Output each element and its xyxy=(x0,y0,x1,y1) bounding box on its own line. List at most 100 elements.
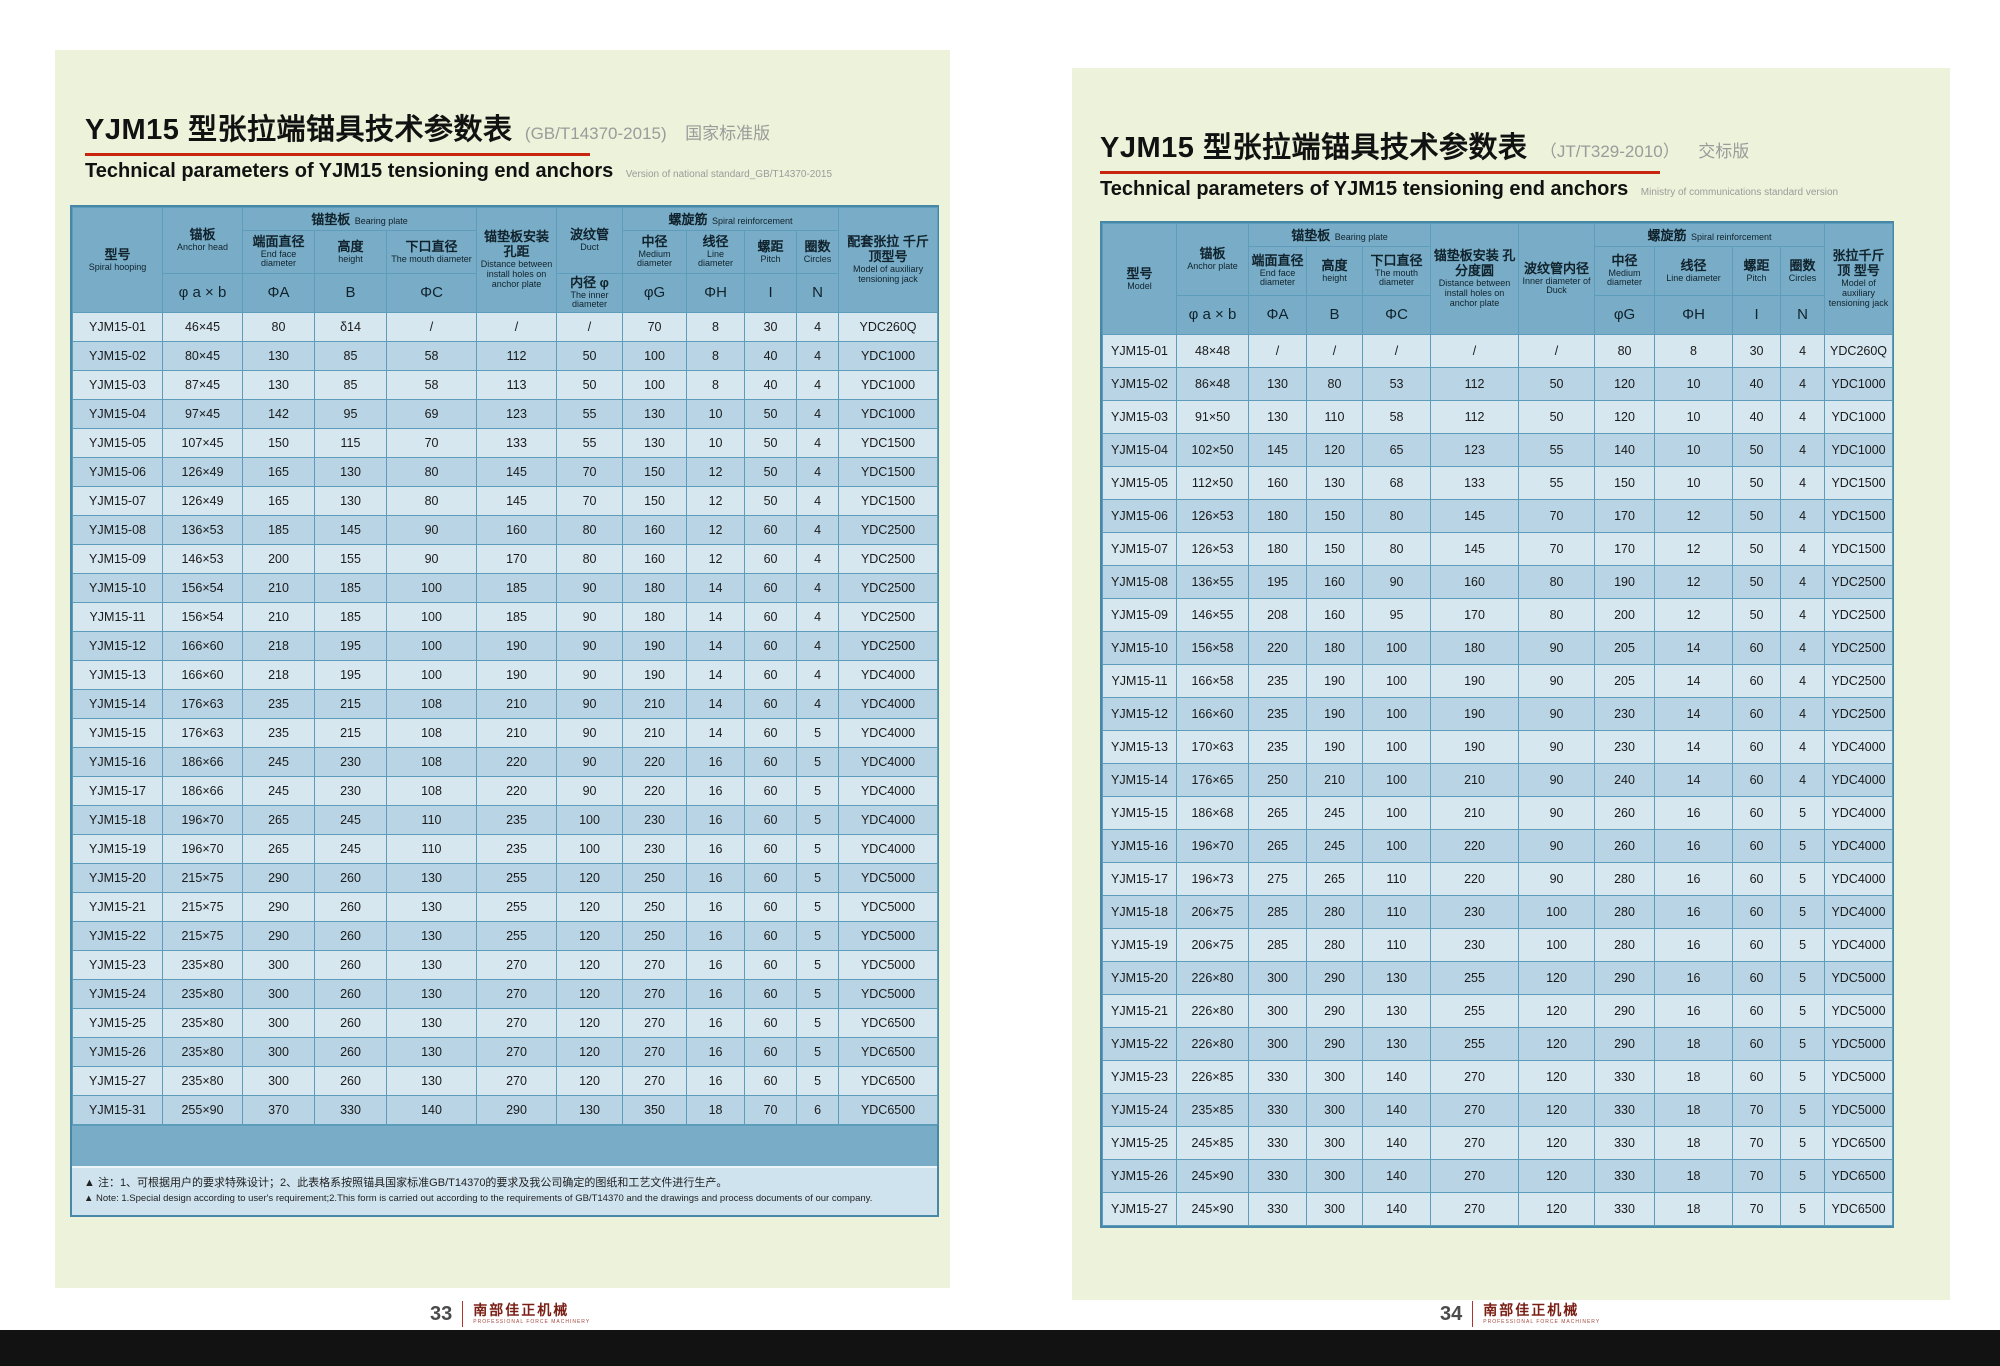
table-cell: 120 xyxy=(556,1037,624,1067)
table-cell: 4 xyxy=(1780,697,1826,731)
standard-code: (GB/T14370-2015) xyxy=(524,124,667,143)
table-cell: 210 xyxy=(476,689,558,719)
left-subtitle-line: Technical parameters of YJM15 tensioning… xyxy=(85,160,950,183)
table-cell: YJM15-19 xyxy=(72,834,163,864)
table-cell: 170 xyxy=(476,544,558,574)
table-cell: 4 xyxy=(1780,598,1826,632)
table-cell: 145 xyxy=(1248,433,1307,467)
table-cell: 50 xyxy=(744,457,798,487)
table-cell: 10 xyxy=(686,399,746,429)
table-cell: 18 xyxy=(1654,1126,1734,1160)
table-cell: 55 xyxy=(556,399,624,429)
table-cell: YJM15-23 xyxy=(1102,1060,1177,1094)
table-cell: 230 xyxy=(314,776,387,806)
table-row: YJM15-10 156×58 220 180 100 180 90 205 14 60 4 YDC2… xyxy=(1102,631,1894,665)
table-cell: YDC2500 xyxy=(838,631,939,661)
col-header-duct: 波纹管 Duct xyxy=(556,207,624,274)
symbol-medium: φG xyxy=(622,273,688,313)
col-header-install-distance: 锚垫板安装孔距 Distance between install holes o… xyxy=(476,207,558,313)
table-cell: 120 xyxy=(1518,961,1596,995)
table-cell: 120 xyxy=(556,1066,624,1096)
table-cell: 90 xyxy=(556,689,624,719)
table-row: YJM15-23 226×85 330 300 140 270 120 330 18 60 5 YDC… xyxy=(1102,1060,1894,1094)
table-cell: 16 xyxy=(1654,796,1734,830)
table-cell: 97×45 xyxy=(162,399,243,429)
table-cell: 60 xyxy=(744,747,798,777)
table-cell: 235 xyxy=(476,834,558,864)
table-cell: 206×75 xyxy=(1176,895,1249,929)
table-cell: 185 xyxy=(314,602,387,632)
table-cell: 270 xyxy=(1430,1060,1520,1094)
table-cell: 12 xyxy=(686,486,746,516)
table-cell: 70 xyxy=(385,428,478,458)
symbol-height: B xyxy=(314,273,387,313)
table-row: YJM15-04 102×50 145 120 65 123 55 140 10 50 4 YDC10… xyxy=(1102,433,1894,467)
table-cell: 53 xyxy=(1361,367,1432,401)
col-group-bearing-plate: 锚垫板 Bearing plate xyxy=(1247,223,1432,247)
table-cell: 50 xyxy=(1518,367,1596,401)
table-cell: YDC4000 xyxy=(1824,862,1894,896)
table-cell: YJM15-14 xyxy=(72,689,163,719)
table-cell: 80 xyxy=(1306,367,1363,401)
table-cell: YDC6500 xyxy=(1824,1126,1894,1160)
table-cell: 85 xyxy=(314,341,387,371)
table-cell: 290 xyxy=(476,1095,558,1125)
table-cell: 4 xyxy=(1780,499,1826,533)
table-cell: 230 xyxy=(622,805,688,835)
table-cell: 100 xyxy=(385,573,478,603)
table-cell: 170 xyxy=(1594,532,1656,566)
table-cell: 10 xyxy=(1654,367,1734,401)
table-cell: 270 xyxy=(476,1037,558,1067)
table-cell: 120 xyxy=(1518,994,1596,1028)
table-cell: 150 xyxy=(622,486,688,516)
col-header-end-face-diameter: 端面直径 End face diameter xyxy=(242,230,315,274)
table-cell: 235 xyxy=(1248,730,1307,764)
table-cell: 4 xyxy=(1780,400,1826,434)
table-row: YJM15-01 48×48// / //80 8 30 4 YDC260Q xyxy=(1102,334,1894,368)
col-group-spiral-reinforcement: 螺旋筋 Spiral reinforcement xyxy=(1594,223,1826,247)
table-cell: 4 xyxy=(796,660,840,690)
table-cell: YJM15-05 xyxy=(1102,466,1177,500)
table-cell: 108 xyxy=(385,718,478,748)
table-cell: 100 xyxy=(1361,664,1432,698)
table-cell: YDC2500 xyxy=(1824,631,1894,665)
table-cell: 130 xyxy=(242,341,315,371)
table-cell: 255 xyxy=(1430,994,1520,1028)
table-cell: YDC1500 xyxy=(1824,532,1894,566)
table-cell: 14 xyxy=(1654,664,1734,698)
table-cell: 90 xyxy=(556,660,624,690)
table-row: YJM15-22 215×75 290 260 130 255 120 250 16 60 5 YDC… xyxy=(72,921,939,951)
table-row: YJM15-15 176×63 235 215 108 210 90 210 14 60 5 YDC4… xyxy=(72,718,939,748)
table-cell: 4 xyxy=(796,341,840,371)
table-cell: 110 xyxy=(1306,400,1363,434)
table-cell: 196×70 xyxy=(162,834,243,864)
table-cell: 170×63 xyxy=(1176,730,1249,764)
table-cell: 285 xyxy=(1248,895,1307,929)
table-cell: 110 xyxy=(1361,928,1432,962)
table-cell: 112 xyxy=(476,341,558,371)
table-cell: 14 xyxy=(686,718,746,748)
table-cell: 180 xyxy=(1248,499,1307,533)
table-cell: 120 xyxy=(556,1008,624,1038)
table-row: YJM15-18 196×70 265 245 110 235 100 230 16 60 5 YDC… xyxy=(72,805,939,835)
table-cell: 60 xyxy=(1732,697,1782,731)
symbol-pitch: I xyxy=(744,273,798,313)
table-cell: 69 xyxy=(385,399,478,429)
table-cell: 196×73 xyxy=(1176,862,1249,896)
left-parameters-table: 型号 Spiral hooping 锚板 Anchor head 锚垫板 Bea… xyxy=(70,205,939,1217)
table-cell: 70 xyxy=(556,486,624,516)
table-row: YJM15-17 196×73 275 265 110 220 90 280 16 60 5 YDC4… xyxy=(1102,862,1894,896)
table-cell: 245×85 xyxy=(1176,1126,1249,1160)
table-cell: 195 xyxy=(314,660,387,690)
table-cell: 87×45 xyxy=(162,370,243,400)
table-cell: YDC5000 xyxy=(838,950,939,980)
col-header-mouth-diameter: 下口直径 The mouth diameter xyxy=(1361,246,1432,296)
table-cell: 60 xyxy=(744,863,798,893)
table-cell: 90 xyxy=(1518,631,1596,665)
table-cell: 220 xyxy=(476,776,558,806)
table-cell: 245 xyxy=(242,747,315,777)
table-cell: 133 xyxy=(1430,466,1520,500)
table-cell: 265 xyxy=(1248,829,1307,863)
table-cell: 270 xyxy=(622,950,688,980)
right-page-footer: 34 南部佳正机械 PROFESSIONAL FORCE MACHINERY xyxy=(1440,1296,1600,1332)
